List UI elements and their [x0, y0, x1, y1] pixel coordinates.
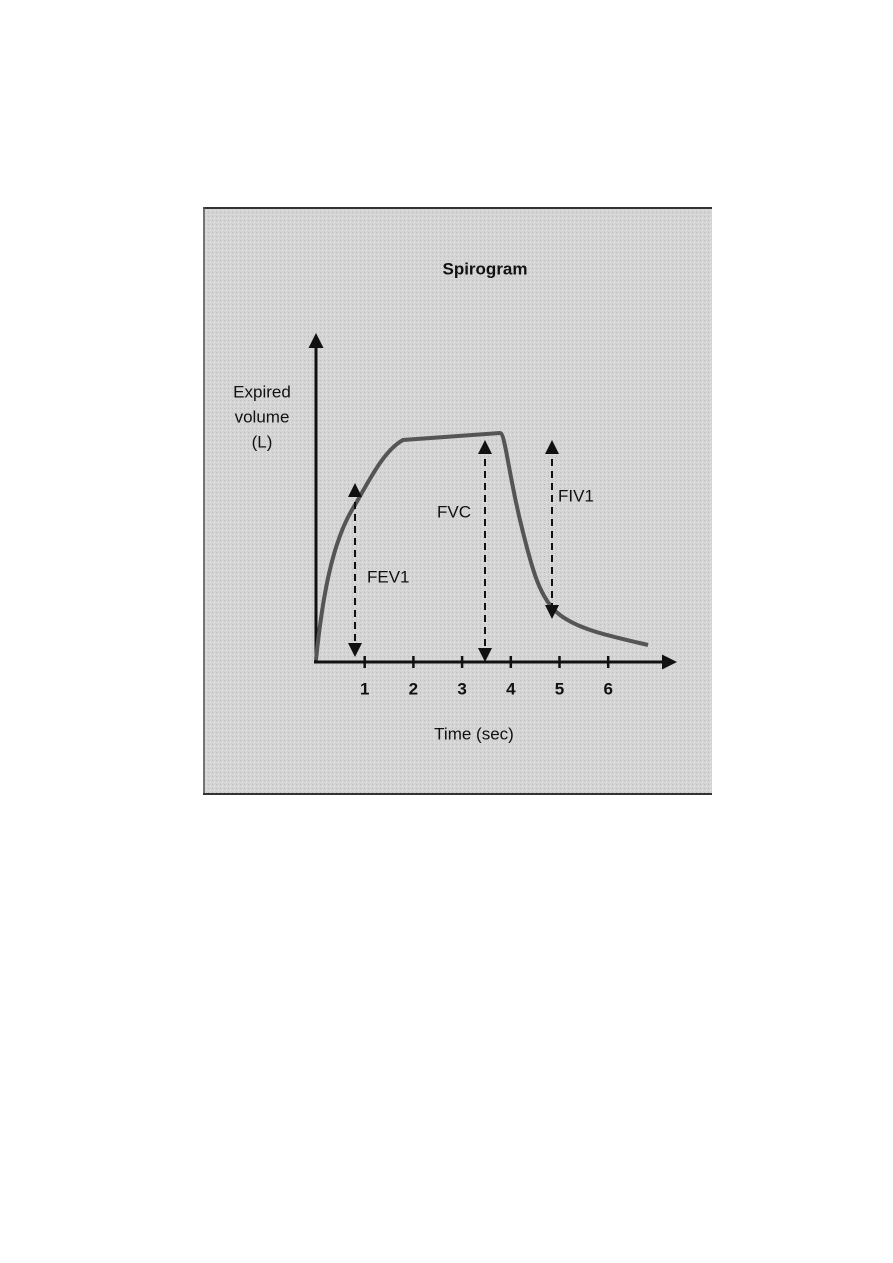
y-axis-label: (L)	[252, 432, 273, 451]
x-tick-label: 3	[457, 679, 466, 698]
title: Spirogram	[442, 259, 527, 278]
fev1-label: FEV1	[367, 567, 410, 586]
x-tick-label: 2	[409, 679, 418, 698]
x-tick-label: 5	[555, 679, 564, 698]
fvc-label: FVC	[437, 502, 471, 521]
fiv1-label: FIV1	[558, 486, 594, 505]
figure-panel	[203, 207, 712, 795]
spirogram-curve	[314, 430, 649, 661]
x-tick-label: 4	[506, 679, 516, 698]
x-axis-label: Time (sec)	[434, 724, 514, 743]
y-axis-label: Expired	[233, 382, 291, 401]
x-tick-label: 1	[360, 679, 369, 698]
y-axis-label: volume	[235, 407, 290, 426]
x-tick-label: 6	[603, 679, 612, 698]
